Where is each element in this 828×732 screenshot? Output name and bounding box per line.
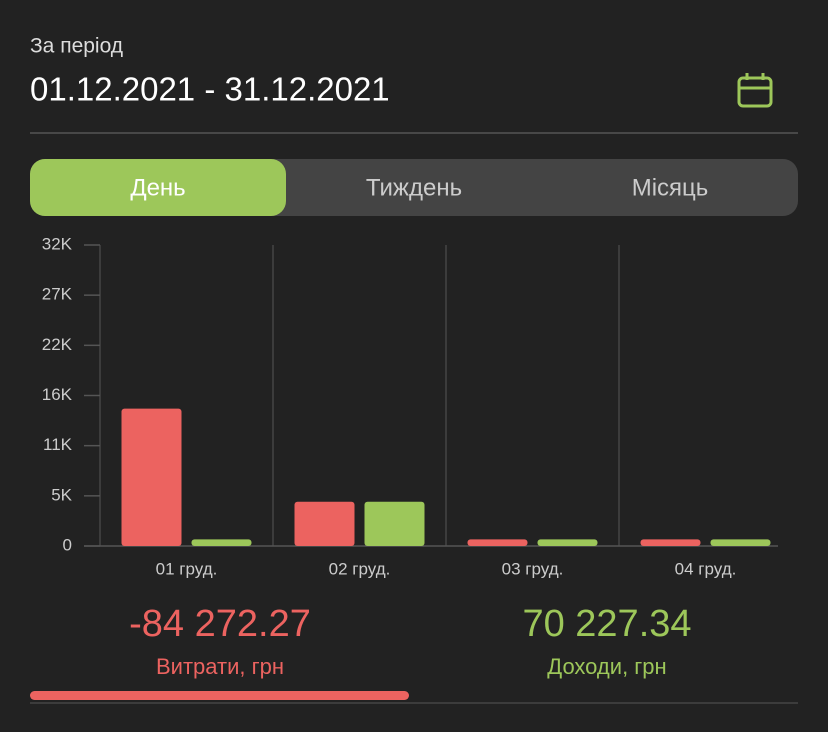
bar [364,501,425,546]
y-tick-label: 32K [42,234,73,253]
y-tick-label: 11K [43,435,73,454]
income-total[interactable]: 70 227.34 [522,603,691,645]
tab[interactable]: Місяць [632,174,709,201]
y-tick-label: 22K [42,335,73,354]
tab[interactable]: День [130,174,185,201]
calendar-icon[interactable] [737,73,773,108]
bar [191,539,252,546]
x-tick-label: 04 груд. [675,559,737,578]
bar [294,501,355,546]
expenses-label: Витрати, грн [156,654,284,679]
income-label[interactable]: Доходи, грн [547,654,666,679]
x-tick-label: 02 груд. [329,559,391,578]
y-tick-label: 5K [51,485,72,504]
tab-selected [30,159,286,216]
y-tick-label: 27K [42,285,73,304]
bar [710,539,771,546]
selected-indicator [30,691,409,700]
bar [537,539,598,546]
x-tick-label: 03 груд. [502,559,564,578]
expenses-total: -84 272.27 [129,603,311,645]
period-range: 01.12.2021 - 31.12.2021 [30,71,390,108]
tab[interactable]: Тиждень [366,174,462,201]
period-label: За період [30,35,123,58]
y-tick-label: 16K [42,385,73,404]
bar [640,539,701,546]
bar [467,539,528,546]
y-tick-label: 0 [63,535,72,554]
x-tick-label: 01 груд. [156,559,218,578]
bar [121,408,182,546]
